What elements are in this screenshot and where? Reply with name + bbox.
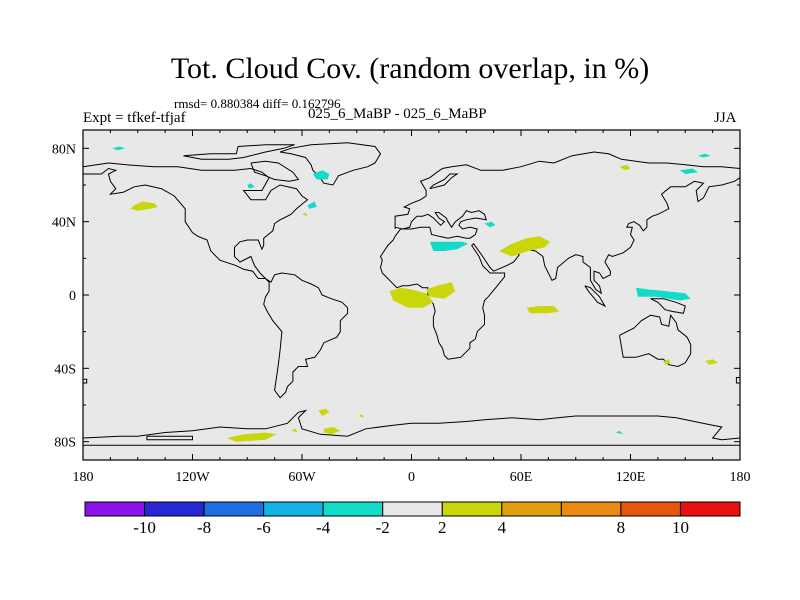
anomaly-region-24 bbox=[615, 430, 624, 435]
colorbar-box bbox=[84, 501, 146, 517]
anomaly-region-1 bbox=[130, 201, 158, 211]
colorbar-label: -2 bbox=[376, 518, 390, 537]
chart-subtitle: 025_6_MaBP - 025_6_MaBP bbox=[308, 106, 487, 122]
coastline bbox=[735, 377, 740, 384]
coastline bbox=[650, 298, 686, 314]
anomaly-region-17 bbox=[663, 359, 671, 365]
colorbar-box bbox=[679, 501, 741, 517]
anomaly-region-15 bbox=[698, 153, 711, 158]
x-tick-label: 120E bbox=[616, 470, 646, 485]
coastline bbox=[146, 435, 193, 441]
anomaly-region-16 bbox=[679, 168, 698, 174]
coastline bbox=[429, 173, 459, 190]
colorbar-box bbox=[322, 501, 384, 517]
anomaly-region-7 bbox=[429, 241, 469, 251]
anomaly-region-14 bbox=[619, 164, 631, 171]
stats-line: rmsd= 0.880384 diff= 0.162796 bbox=[174, 96, 341, 111]
coastline bbox=[263, 272, 349, 399]
anomaly-region-5 bbox=[307, 201, 317, 209]
x-tick-label: 180 bbox=[73, 470, 94, 485]
anomaly-region-3 bbox=[247, 183, 255, 189]
y-tick-label: 40N bbox=[52, 216, 76, 231]
coastline bbox=[82, 162, 309, 279]
anomaly-region-2 bbox=[112, 146, 125, 151]
season-label: JJA bbox=[714, 110, 737, 126]
anomaly-region-9 bbox=[499, 236, 551, 257]
x-tick-label: 180 bbox=[730, 470, 751, 485]
colorbar-box bbox=[144, 501, 205, 517]
anomaly-region-21 bbox=[358, 414, 365, 418]
colorbar-box bbox=[441, 501, 503, 517]
coastline bbox=[584, 285, 607, 308]
colorbar-label: 4 bbox=[498, 518, 507, 537]
chart-title: Tot. Cloud Cov. (random overlap, in %) bbox=[170, 52, 650, 85]
colorbar-label: 8 bbox=[617, 518, 626, 537]
colorbar-box bbox=[382, 501, 443, 517]
anomaly-region-8 bbox=[484, 221, 496, 228]
y-tick-label: 80N bbox=[52, 142, 76, 157]
anomaly-region-19 bbox=[318, 408, 330, 416]
coastline bbox=[394, 151, 741, 229]
anomaly-region-23 bbox=[291, 428, 299, 433]
experiment-label: Expt = tfkef-tfjaf bbox=[83, 110, 186, 126]
anomaly-region-11 bbox=[426, 282, 456, 299]
x-tick-label: 60W bbox=[288, 470, 316, 485]
anomaly-region-20 bbox=[323, 427, 341, 435]
x-tick-label: 0 bbox=[408, 470, 415, 485]
coastline bbox=[250, 160, 300, 182]
colorbar-box bbox=[620, 501, 681, 517]
colorbar-label: -6 bbox=[257, 518, 271, 537]
colorbar-label: 2 bbox=[438, 518, 447, 537]
coastline bbox=[83, 378, 88, 384]
y-tick-label: 80S bbox=[54, 436, 76, 451]
coastline bbox=[619, 313, 692, 368]
colorbar-label: -4 bbox=[316, 518, 331, 537]
coastline bbox=[279, 142, 382, 186]
anomaly-region-10 bbox=[389, 287, 434, 308]
colorbar-label: -10 bbox=[133, 518, 156, 537]
anomaly-region-4 bbox=[312, 170, 330, 180]
colorbar-box bbox=[560, 501, 622, 517]
coastline bbox=[379, 177, 741, 360]
anomaly-region-18 bbox=[705, 359, 719, 365]
coastline bbox=[82, 409, 741, 441]
anomaly-region-13 bbox=[636, 287, 691, 301]
colorbar-box bbox=[203, 501, 265, 517]
x-tick-label: 60E bbox=[510, 470, 533, 485]
x-tick-label: 120W bbox=[175, 470, 210, 485]
colorbar-label: -8 bbox=[197, 518, 211, 537]
coastline bbox=[183, 144, 295, 160]
y-tick-label: 40S bbox=[54, 362, 76, 377]
colorbar-box bbox=[501, 501, 562, 517]
anomaly-region-12 bbox=[526, 306, 560, 314]
y-tick-label: 0 bbox=[69, 289, 76, 304]
colorbar-label: 10 bbox=[672, 518, 689, 537]
anomaly-region-6 bbox=[302, 212, 308, 217]
colorbar-box bbox=[263, 501, 324, 517]
anomaly-region-22 bbox=[227, 432, 277, 442]
